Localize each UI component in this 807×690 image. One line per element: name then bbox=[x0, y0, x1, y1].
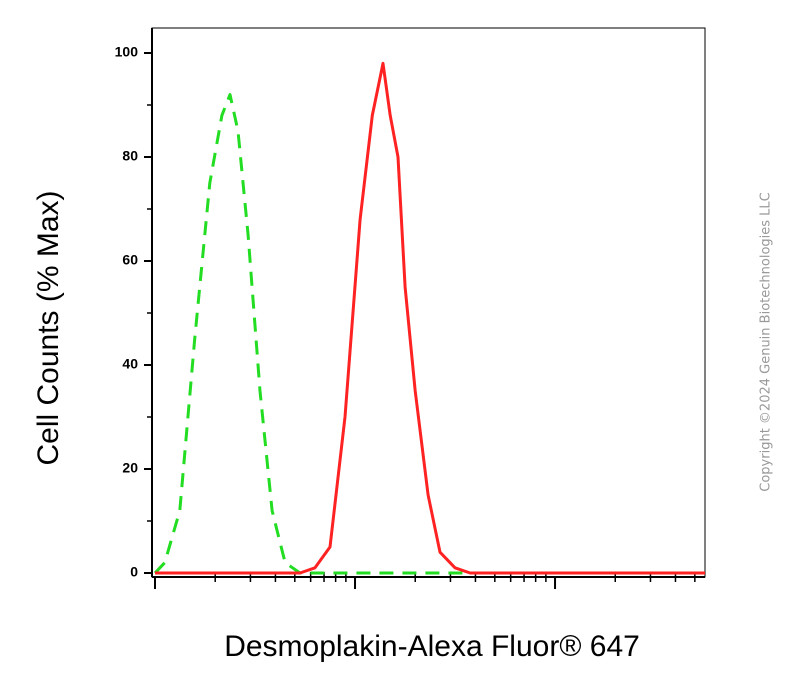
histogram-line bbox=[153, 93, 705, 575]
y-axis-label: Cell Counts (% Max) bbox=[32, 190, 65, 465]
x-axis-label: Desmoplakin-Alexa Fluor® 647 bbox=[224, 630, 640, 663]
y-tick-label: 20 bbox=[122, 460, 138, 476]
histogram-line bbox=[155, 61, 705, 575]
y-tick-label: 80 bbox=[122, 148, 138, 164]
y-tick-label: 100 bbox=[115, 44, 139, 60]
y-tick-label: 40 bbox=[122, 356, 138, 372]
copyright: Copyright ©2024 Genuin Biotechnologies L… bbox=[759, 192, 774, 491]
y-tick-label: 0 bbox=[130, 564, 138, 580]
y-tick-label: 60 bbox=[122, 252, 138, 268]
